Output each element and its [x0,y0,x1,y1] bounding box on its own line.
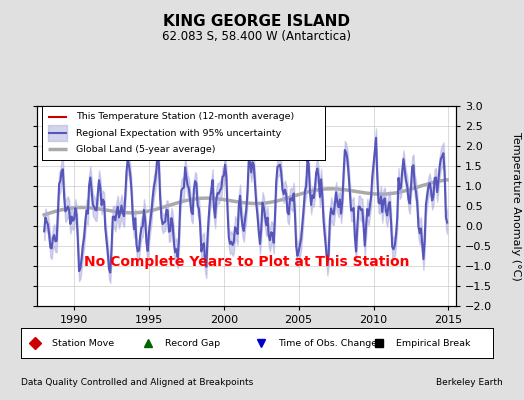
Text: Regional Expectation with 95% uncertainty: Regional Expectation with 95% uncertaint… [76,128,281,138]
Y-axis label: Temperature Anomaly (°C): Temperature Anomaly (°C) [511,132,521,280]
Text: This Temperature Station (12-month average): This Temperature Station (12-month avera… [76,112,294,121]
Text: Time of Obs. Change: Time of Obs. Change [278,338,377,348]
Text: No Complete Years to Plot at This Station: No Complete Years to Plot at This Statio… [83,255,409,269]
Text: KING GEORGE ISLAND: KING GEORGE ISLAND [163,14,350,29]
Text: Station Move: Station Move [51,338,114,348]
Text: 62.083 S, 58.400 W (Antarctica): 62.083 S, 58.400 W (Antarctica) [162,30,351,43]
Text: Record Gap: Record Gap [165,338,220,348]
Text: Global Land (5-year average): Global Land (5-year average) [76,145,215,154]
Text: Data Quality Controlled and Aligned at Breakpoints: Data Quality Controlled and Aligned at B… [21,378,253,387]
Text: Empirical Break: Empirical Break [396,338,471,348]
Text: Berkeley Earth: Berkeley Earth [436,378,503,387]
